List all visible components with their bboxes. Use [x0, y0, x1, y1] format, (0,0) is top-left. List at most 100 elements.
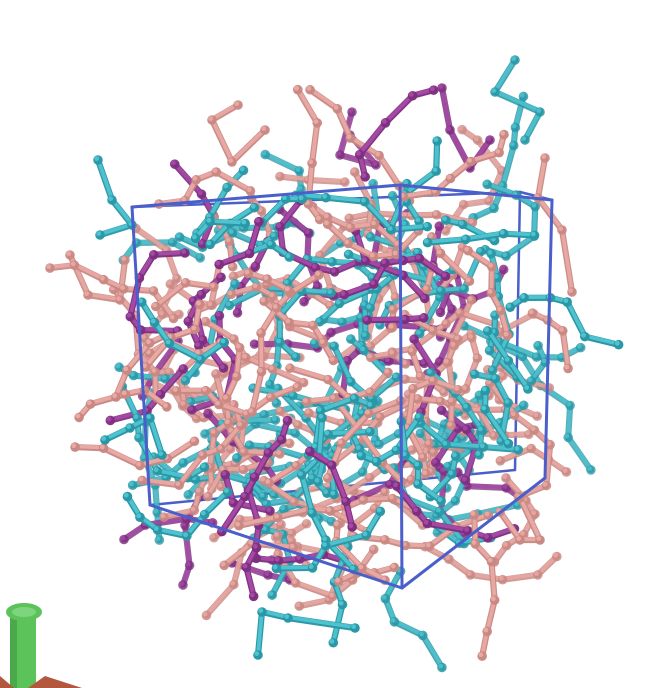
atom-highlight: [366, 473, 371, 479]
atom-highlight: [564, 433, 570, 439]
atom-highlight: [260, 476, 266, 482]
atom-highlight: [183, 532, 188, 538]
bond-highlight: [582, 333, 621, 346]
atom-highlight: [541, 154, 547, 160]
atom-highlight: [150, 318, 156, 324]
atom-highlight: [614, 340, 620, 346]
atom-highlight: [338, 419, 343, 425]
bond-highlight: [125, 340, 152, 372]
bond-highlight: [362, 198, 394, 231]
atom-highlight: [308, 509, 314, 514]
bond-highlight: [342, 281, 376, 296]
bond-highlight: [481, 444, 521, 451]
atom-highlight: [330, 490, 336, 496]
atom-highlight: [362, 531, 368, 537]
atom-highlight: [346, 223, 352, 229]
bond-highlight: [420, 632, 444, 669]
atom-highlight: [210, 533, 215, 539]
bond-highlight: [560, 227, 574, 294]
atom-highlight: [285, 318, 291, 324]
atom-highlight: [313, 282, 319, 288]
molecule-chain: [495, 493, 545, 545]
atom-highlight: [274, 384, 279, 390]
molecule-chain: [322, 395, 406, 483]
atom-highlight: [433, 137, 439, 142]
atom-highlight: [66, 251, 72, 256]
atom-highlight: [436, 357, 441, 363]
atom-highlight: [121, 390, 127, 396]
atom-highlight: [138, 298, 143, 304]
atom-highlight: [530, 231, 536, 237]
atom-highlight: [285, 439, 291, 445]
atom-highlight: [438, 84, 444, 89]
atom-highlight: [423, 519, 429, 525]
bond-highlight: [165, 438, 197, 460]
atom-highlight: [201, 430, 207, 435]
bond-highlight: [401, 189, 438, 198]
atom-highlight: [166, 280, 172, 286]
atom-highlight: [504, 399, 510, 404]
atom-highlight: [436, 249, 442, 255]
atom-highlight: [497, 437, 503, 443]
atom-highlight: [389, 305, 395, 311]
atom-highlight: [432, 458, 437, 464]
atom-highlight: [152, 302, 157, 308]
atom-highlight: [511, 56, 517, 61]
atom-highlight: [266, 393, 272, 399]
molecule-chain: [221, 342, 245, 428]
atom-highlight: [530, 426, 536, 432]
bond-highlight: [299, 288, 333, 294]
atom-highlight: [316, 317, 321, 323]
atom-highlight: [191, 325, 197, 331]
atom-highlight: [245, 441, 251, 447]
atom-highlight: [358, 409, 364, 415]
atom-highlight: [375, 440, 381, 446]
atom-highlight: [230, 335, 236, 341]
atom-highlight: [416, 372, 422, 378]
bond-highlight: [357, 120, 388, 156]
atom-highlight: [498, 166, 503, 172]
atom-highlight: [392, 373, 398, 379]
atom-highlight: [331, 445, 337, 451]
atom-highlight: [190, 506, 196, 512]
atom-highlight: [347, 377, 352, 383]
atom-highlight: [116, 296, 122, 301]
atom-highlight: [408, 446, 413, 451]
atom-highlight: [357, 451, 363, 457]
atom-highlight: [283, 279, 289, 285]
atom-highlight: [451, 497, 457, 502]
molecule-chain: [305, 446, 358, 532]
atom-highlight: [498, 575, 504, 581]
atom-highlight: [475, 391, 481, 397]
atom-highlight: [322, 193, 328, 199]
box-edge: [130, 205, 152, 507]
atom-highlight: [189, 297, 195, 303]
atom-highlight: [242, 353, 247, 359]
atom-highlight: [485, 197, 491, 202]
box-edge: [130, 183, 402, 209]
atom-highlight: [263, 275, 269, 281]
atom-highlight: [153, 467, 159, 473]
bond-highlight: [277, 206, 311, 235]
atom-highlight: [196, 355, 202, 361]
atom-highlight: [217, 482, 223, 488]
bond-highlight: [334, 538, 364, 570]
bond-highlight: [158, 366, 186, 396]
atom-highlight: [311, 263, 317, 269]
atom-highlight: [502, 484, 508, 489]
bond-highlight: [324, 195, 367, 203]
atom-highlight: [276, 407, 282, 413]
atom-highlight: [371, 220, 376, 226]
atom-highlight: [437, 406, 443, 412]
atom-highlight: [370, 280, 376, 286]
molecule-chain: [207, 100, 270, 167]
molecule-chain: [291, 190, 433, 235]
atom-highlight: [346, 134, 352, 140]
atom-highlight: [308, 159, 314, 165]
atom-highlight: [248, 408, 254, 413]
bond-highlight: [293, 580, 335, 598]
atom-highlight: [210, 283, 215, 288]
atom-highlight: [322, 536, 327, 542]
bond-highlight: [337, 286, 374, 305]
